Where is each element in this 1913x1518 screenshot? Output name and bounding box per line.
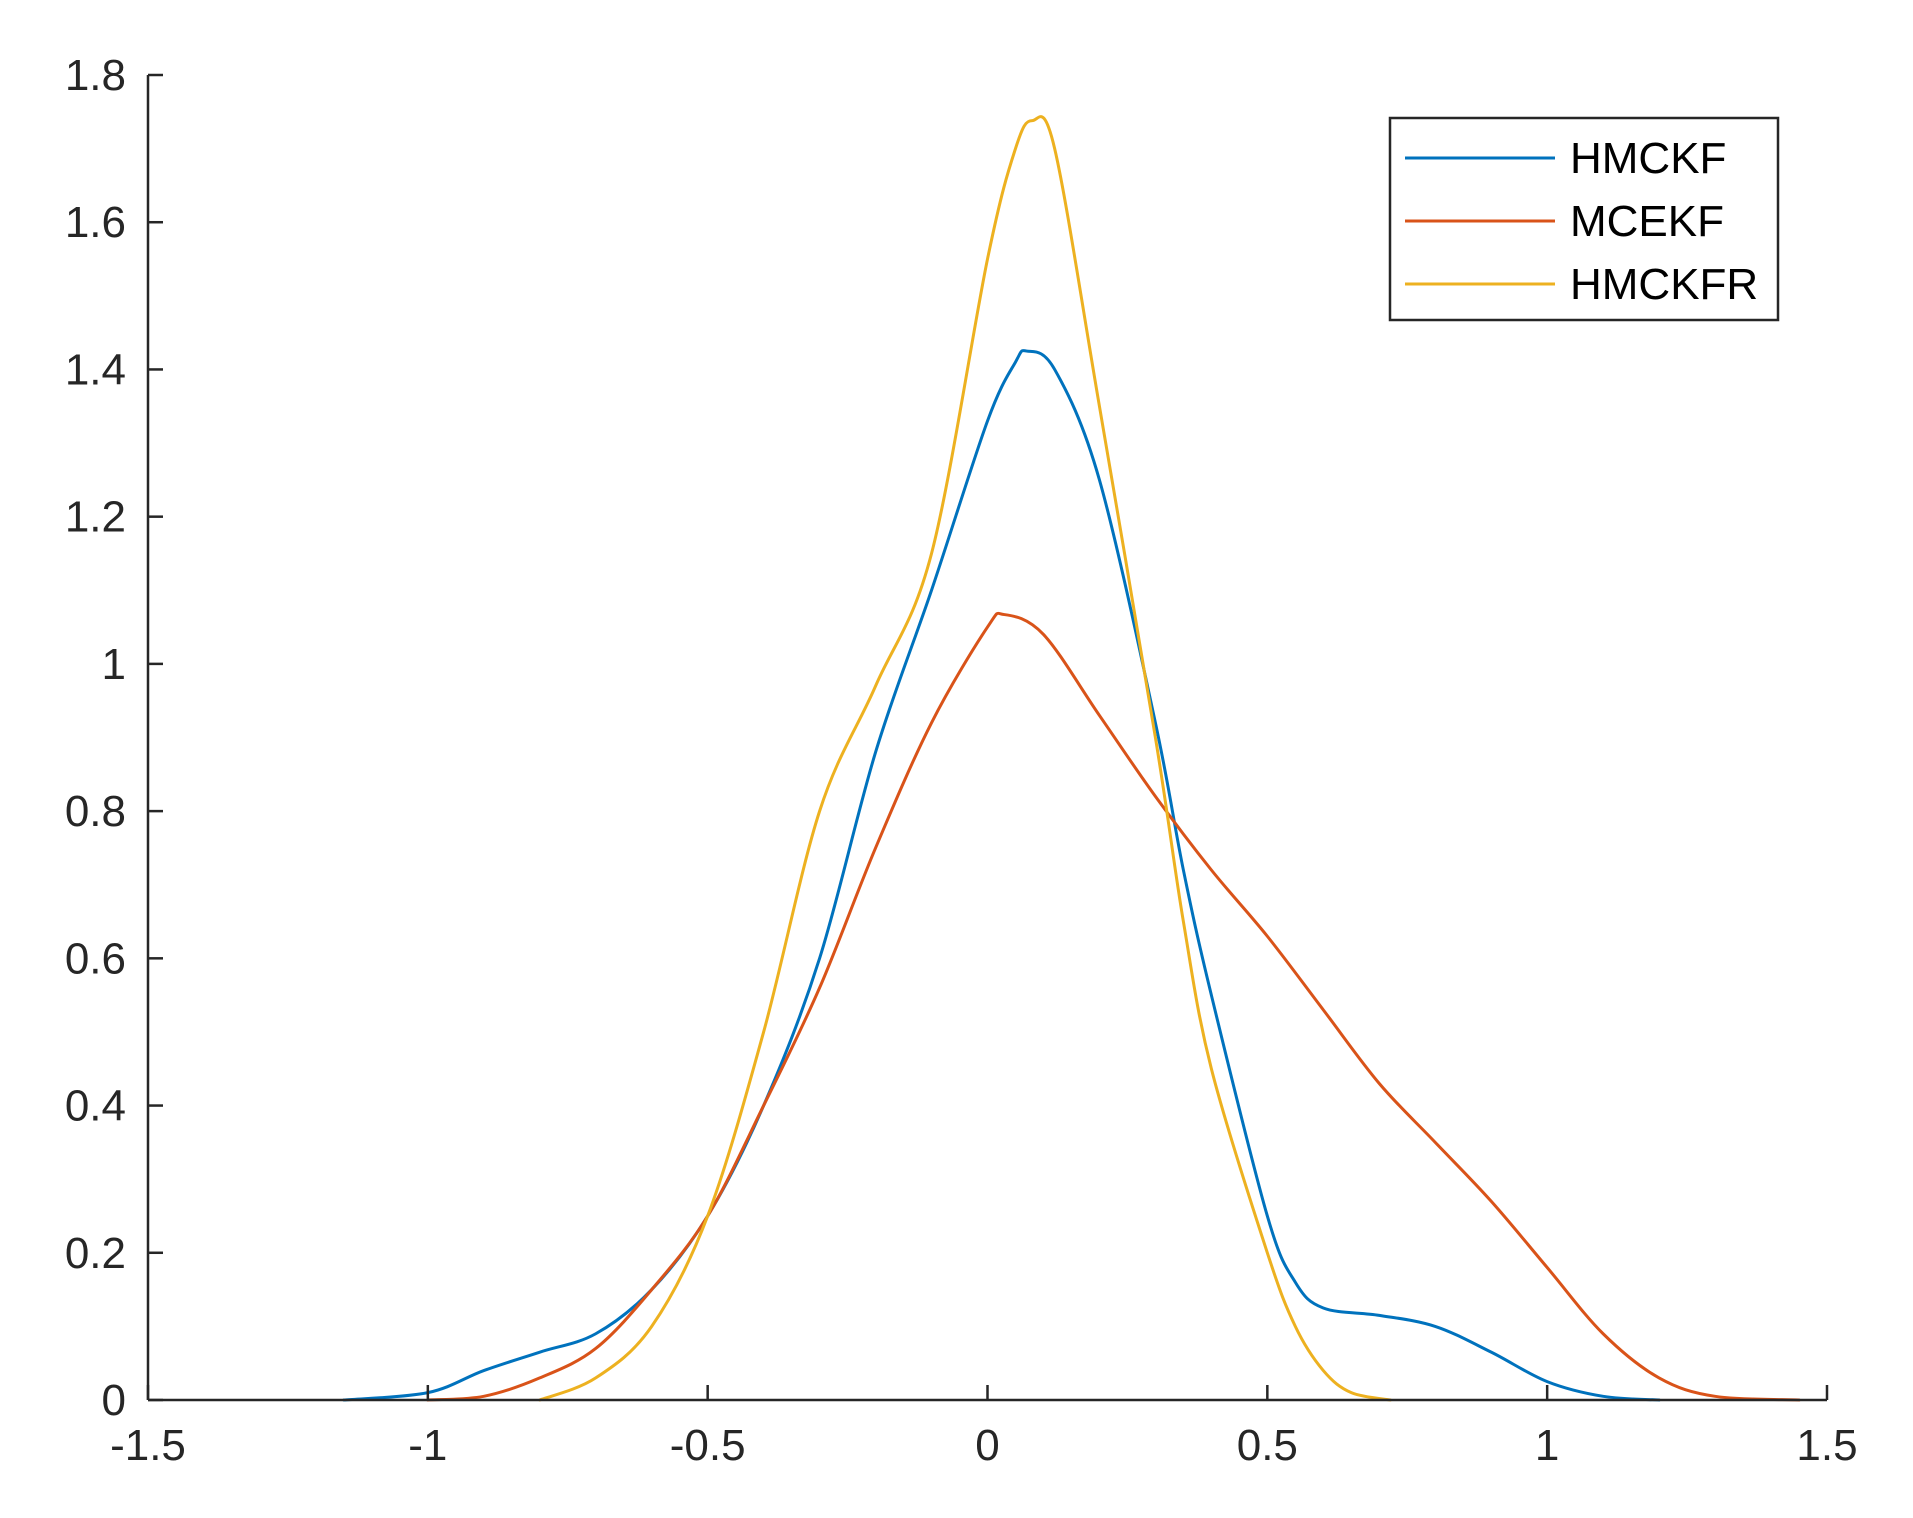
y-tick-label: 1.4 [65,345,126,394]
x-tick-label: 1 [1535,1421,1559,1470]
legend-label-hmckf: HMCKF [1570,134,1726,183]
x-tick-label: 0.5 [1237,1421,1298,1470]
series-line-hmckfr [538,115,1392,1402]
x-tick-label: -1 [408,1421,447,1470]
y-tick-label: 1.6 [65,198,126,247]
legend-label-mcekf: MCEKF [1570,197,1724,246]
series-line-hmckf [342,349,1661,1402]
y-tick-label: 1 [102,640,126,689]
legend-label-hmckfr: HMCKFR [1570,260,1758,309]
x-tick-label: 0 [975,1421,999,1470]
x-tick-label: -1.5 [110,1421,186,1470]
x-tick-label: 1.5 [1796,1421,1857,1470]
y-tick-label: 0.8 [65,787,126,836]
y-tick-label: 0 [102,1376,126,1425]
y-tick-label: 0.4 [65,1082,126,1131]
y-tick-label: 1.2 [65,493,126,542]
series-line-mcekf [426,611,1801,1402]
series-layer [342,115,1801,1402]
y-tick-label: 0.2 [65,1229,126,1278]
legend: HMCKF MCEKF HMCKFR [1388,116,1780,322]
y-tick-label: 0.6 [65,934,126,983]
axes: -1.5 -1 -0.5 0 0.5 1 1.5 0 0.2 0.4 0.6 0.8 1 1.2 1.4 1.… [65,51,1858,1470]
y-tick-label: 1.8 [65,51,126,100]
x-tick-label: -0.5 [670,1421,746,1470]
legend-box [1388,116,1780,322]
